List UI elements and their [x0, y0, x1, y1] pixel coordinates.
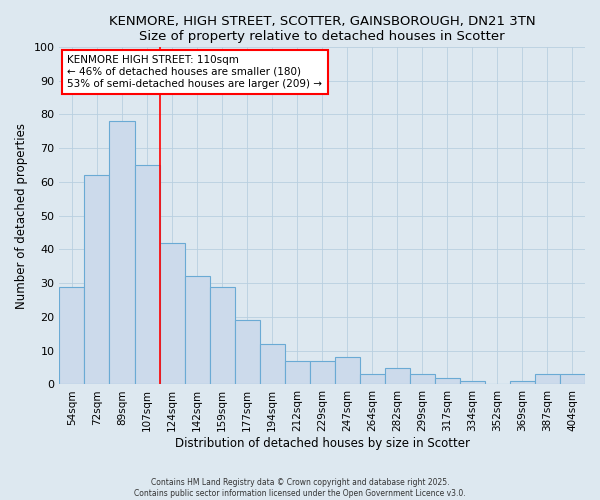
Bar	[85, 175, 109, 384]
Y-axis label: Number of detached properties: Number of detached properties	[15, 122, 28, 308]
Bar	[284, 361, 310, 384]
Bar	[310, 361, 335, 384]
Bar	[460, 381, 485, 384]
Bar	[535, 374, 560, 384]
Bar	[185, 276, 209, 384]
Bar	[209, 286, 235, 384]
Bar	[360, 374, 385, 384]
Bar	[385, 368, 410, 384]
Bar	[109, 121, 134, 384]
Bar	[335, 358, 360, 384]
Bar	[134, 165, 160, 384]
Bar	[410, 374, 435, 384]
Text: KENMORE HIGH STREET: 110sqm
← 46% of detached houses are smaller (180)
53% of se: KENMORE HIGH STREET: 110sqm ← 46% of det…	[67, 56, 322, 88]
Bar	[260, 344, 284, 385]
Bar	[59, 286, 85, 384]
Bar	[510, 381, 535, 384]
Bar	[160, 242, 185, 384]
Title: KENMORE, HIGH STREET, SCOTTER, GAINSBOROUGH, DN21 3TN
Size of property relative : KENMORE, HIGH STREET, SCOTTER, GAINSBORO…	[109, 15, 536, 43]
X-axis label: Distribution of detached houses by size in Scotter: Distribution of detached houses by size …	[175, 437, 470, 450]
Bar	[435, 378, 460, 384]
Bar	[235, 320, 260, 384]
Text: Contains HM Land Registry data © Crown copyright and database right 2025.
Contai: Contains HM Land Registry data © Crown c…	[134, 478, 466, 498]
Bar	[560, 374, 585, 384]
